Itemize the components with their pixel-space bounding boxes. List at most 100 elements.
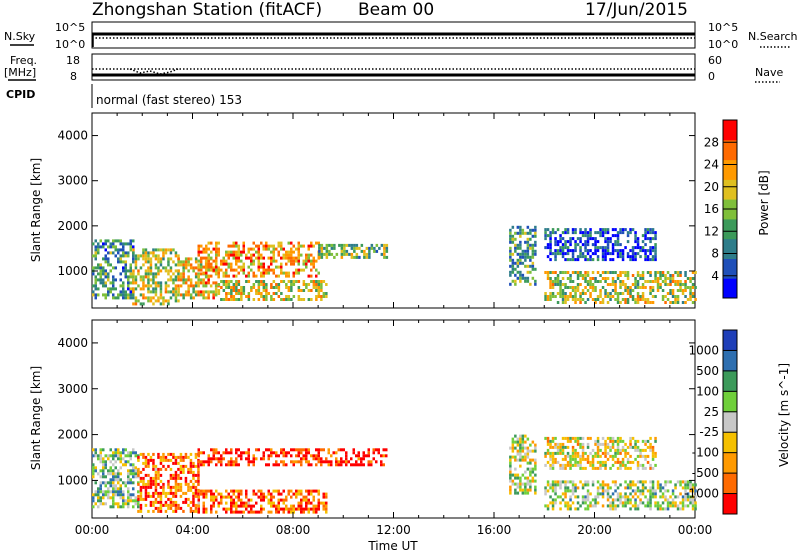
range-cell [202, 460, 205, 464]
range-cell [564, 231, 567, 235]
range-cell [549, 445, 552, 449]
range-cell [305, 507, 308, 511]
colorbar-tick-label: -500 [692, 466, 719, 480]
range-cell [576, 463, 580, 467]
range-cell [129, 245, 132, 249]
range-cell [576, 258, 580, 262]
range-cell [154, 464, 158, 468]
range-cell [561, 277, 565, 280]
range-cell [187, 275, 190, 279]
range-cell [519, 434, 522, 438]
range-cell [656, 283, 660, 286]
range-cell [624, 492, 627, 496]
range-cell [526, 270, 530, 274]
range-cell [325, 283, 328, 286]
range-cell [92, 496, 95, 500]
range-cell [561, 295, 565, 298]
range-cell [240, 253, 243, 257]
range-cell [207, 281, 210, 285]
range-cell [529, 461, 532, 465]
range-cell [240, 489, 243, 493]
range-cell [260, 292, 263, 295]
range-cell [641, 295, 645, 298]
range-cell [117, 454, 120, 458]
range-cell [549, 237, 552, 241]
range-cell [217, 292, 221, 295]
range-cell [94, 481, 97, 485]
range-cell [380, 463, 383, 467]
range-cell [217, 247, 220, 251]
range-cell [599, 234, 602, 238]
range-cell [232, 295, 236, 298]
range-cell [134, 466, 137, 470]
range-cell [546, 442, 550, 446]
range-cell [370, 243, 374, 247]
range-cell [656, 480, 660, 484]
range-cell [252, 253, 255, 257]
range-cell [353, 246, 356, 250]
range-cell [681, 498, 685, 502]
range-cell [270, 268, 273, 272]
range-cell [247, 280, 251, 283]
range-cell [127, 499, 130, 503]
range-cell [544, 295, 547, 298]
range-cell [152, 275, 155, 279]
range-cell [609, 240, 612, 244]
range-cell [147, 275, 150, 279]
range-cell [325, 507, 328, 511]
range-cell [237, 489, 240, 493]
range-cell [641, 439, 645, 443]
range-cell [205, 510, 208, 514]
range-cell [270, 498, 273, 502]
range-cell [207, 454, 210, 458]
range-cell [247, 451, 250, 455]
range-cell [225, 268, 228, 272]
range-cell [295, 454, 298, 458]
range-cell [147, 266, 150, 270]
range-cell [92, 475, 95, 479]
range-cell [215, 259, 218, 263]
range-cell [157, 248, 160, 252]
range-cell [272, 298, 276, 301]
range-cell [360, 457, 363, 461]
range-cell [556, 292, 560, 295]
range-cell [601, 258, 605, 262]
range-cell [317, 286, 321, 289]
range-cell [569, 436, 572, 440]
range-cell [569, 460, 572, 464]
range-cell [187, 455, 190, 459]
range-cell [581, 231, 585, 235]
range-cell [619, 463, 622, 467]
range-cell [681, 289, 685, 292]
colorbar-tick-label: 8 [711, 247, 719, 261]
range-cell [142, 275, 145, 279]
range-cell [549, 249, 552, 253]
range-cell [109, 290, 112, 294]
range-cell [127, 269, 130, 273]
range-cell [132, 251, 135, 255]
range-cell [154, 491, 158, 495]
range-cell [681, 486, 685, 490]
range-cell [691, 498, 695, 502]
range-cell [606, 486, 610, 490]
range-cell [639, 498, 642, 502]
range-cell [686, 277, 690, 280]
range-cell [260, 253, 263, 257]
range-cell [586, 436, 590, 440]
range-cell [629, 460, 632, 464]
range-cell [594, 451, 597, 455]
range-cell [671, 289, 675, 292]
range-cell [124, 481, 127, 485]
range-cell [174, 479, 178, 483]
range-cell [669, 292, 672, 295]
range-cell [167, 482, 170, 486]
range-cell [202, 495, 205, 499]
range-cell [262, 289, 266, 292]
range-cell [209, 284, 213, 288]
range-cell [194, 494, 198, 498]
range-cell [205, 271, 208, 275]
range-cell [137, 470, 140, 474]
range-cell [526, 452, 530, 456]
range-cell [684, 274, 687, 277]
range-cell [292, 460, 295, 464]
